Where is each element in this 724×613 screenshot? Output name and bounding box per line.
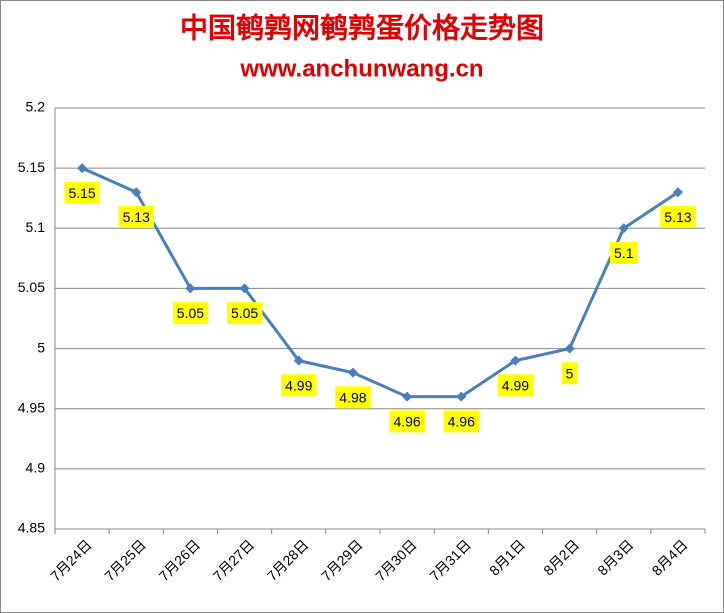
data-label-bg: [281, 374, 317, 397]
data-label-bg: [118, 205, 155, 228]
y-tick-label: 5.1: [26, 219, 46, 235]
data-label-bg: [335, 386, 371, 409]
data-point: [456, 391, 467, 402]
data-point: [239, 283, 250, 294]
data-point: [131, 187, 142, 198]
data-point: [672, 187, 683, 198]
chart-title: 中国鹌鹑网鹌鹑蛋价格走势图: [180, 12, 544, 45]
data-label-bg: [497, 374, 534, 397]
data-point: [293, 355, 304, 366]
y-tick-label: 5.05: [18, 279, 45, 295]
chart-subtitle: www.anchunwang.cn: [239, 55, 483, 82]
data-label-bg: [389, 410, 425, 433]
data-label: 5.13: [664, 209, 691, 225]
data-label: 4.99: [502, 377, 529, 393]
data-label: 5: [566, 365, 574, 381]
data-point: [77, 163, 88, 174]
data-label: 4.96: [448, 413, 475, 429]
data-label: 4.99: [285, 377, 312, 393]
series-line: [81, 166, 679, 399]
data-label-bg: [610, 241, 638, 264]
data-point: [564, 343, 575, 354]
y-tick-label: 4.95: [18, 399, 45, 415]
data-label: 5.1: [614, 245, 634, 261]
data-point: [185, 283, 196, 294]
data-label-bg: [226, 302, 263, 325]
y-tick-label: 4.85: [18, 520, 45, 536]
data-label-bg: [443, 410, 480, 433]
data-label-bg: [660, 205, 696, 228]
data-label-bg: [64, 181, 100, 204]
data-label-bg: [561, 362, 578, 385]
data-label: 5.05: [231, 305, 258, 321]
data-label-bg: [172, 302, 209, 325]
y-tick-label: 4.9: [26, 460, 46, 476]
data-label: 4.96: [393, 413, 420, 429]
data-label: 5.15: [68, 185, 95, 201]
y-tick-label: 5.2: [26, 99, 46, 115]
y-tick-label: 5.15: [18, 159, 45, 175]
data-label: 5.13: [123, 209, 150, 225]
data-point: [347, 367, 358, 378]
data-point: [618, 223, 629, 234]
data-point: [510, 355, 521, 366]
data-label: 4.98: [339, 389, 366, 405]
data-label: 5.05: [177, 305, 204, 321]
data-point: [402, 391, 413, 402]
y-tick-label: 5: [37, 339, 45, 355]
